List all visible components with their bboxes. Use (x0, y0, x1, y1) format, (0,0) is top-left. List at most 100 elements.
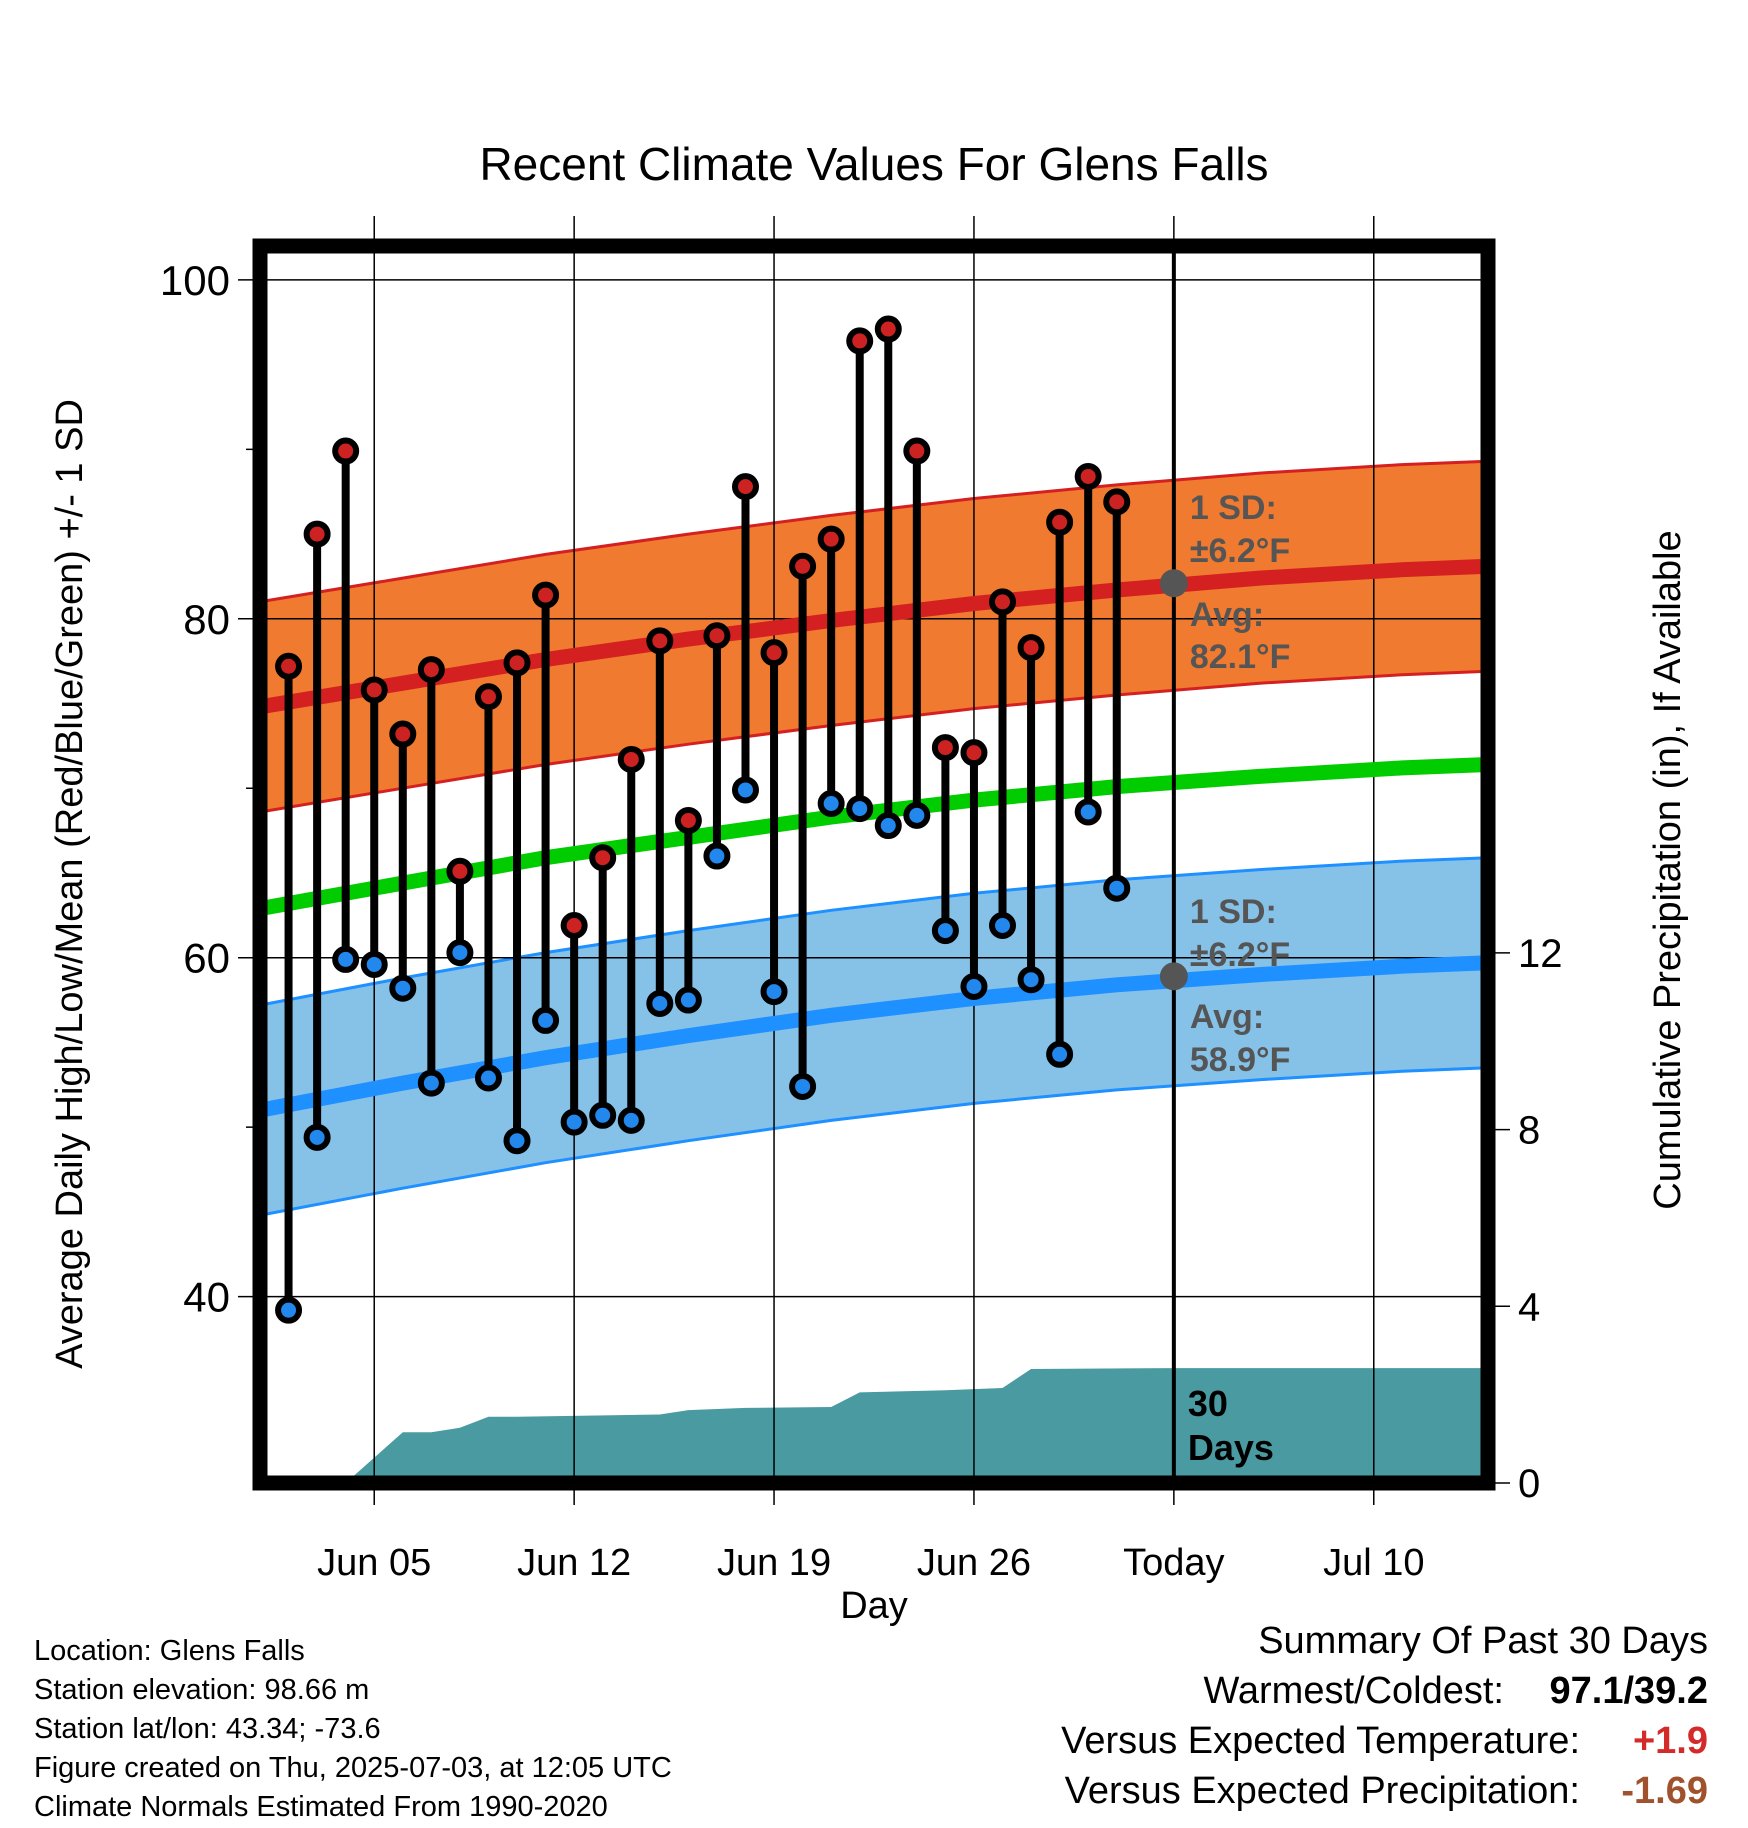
high-point (360, 676, 388, 704)
temp-label: Versus Expected Temperature: (1061, 1720, 1580, 1762)
days-word-label: Days (1188, 1427, 1274, 1468)
low-point (1046, 1040, 1074, 1068)
high-point (275, 652, 303, 680)
y2-tick-label: 4 (1518, 1285, 1540, 1329)
high-point (789, 552, 817, 580)
low-point (303, 1123, 331, 1151)
high-point (532, 581, 560, 609)
x-tick-label: Jul 10 (1323, 1542, 1424, 1584)
x-tick-label: Today (1123, 1542, 1224, 1584)
chart-title: Recent Climate Values For Glens Falls (479, 138, 1268, 190)
low-point (731, 776, 759, 804)
low-point (446, 939, 474, 967)
high-point (389, 720, 417, 748)
high-band-lower-edge (260, 669, 1488, 814)
created-text: Figure created on Thu, 2025-07-03, at 12… (34, 1752, 672, 1784)
low-point (760, 978, 788, 1006)
low-point (1074, 798, 1102, 826)
low-point (989, 912, 1017, 940)
low-point (503, 1127, 531, 1155)
low-avg-label: Avg: (1190, 998, 1264, 1036)
high-sd-label: 1 SD: (1190, 489, 1277, 527)
summary-title: Summary Of Past 30 Days (1258, 1620, 1708, 1662)
low-point (1017, 966, 1045, 994)
high-point (1074, 462, 1102, 490)
high-point (731, 473, 759, 501)
temp-value: +1.9 (1632, 1720, 1708, 1762)
high-point (446, 857, 474, 885)
low-point (674, 986, 702, 1014)
mean-normal-line (260, 757, 1488, 916)
x-tick-label: Jun 12 (517, 1542, 631, 1584)
low-point (617, 1106, 645, 1134)
low-sd-value: ±6.2°F (1190, 936, 1290, 974)
high-point (560, 912, 588, 940)
low-point (817, 789, 845, 817)
low-point (532, 1006, 560, 1034)
y-tick-label: 60 (183, 935, 230, 982)
low-point (903, 801, 931, 829)
high-point (989, 588, 1017, 616)
high-sd-value: ±6.2°F (1190, 532, 1290, 570)
high-band-upper-edge (260, 459, 1488, 604)
x-tick-label: Jun 05 (317, 1542, 431, 1584)
high-point (503, 649, 531, 677)
summary-warmest-row: Warmest/Coldest: 97.1/39.2 (1061, 1666, 1708, 1716)
low-point (789, 1072, 817, 1100)
high-point (417, 656, 445, 684)
high-point (817, 525, 845, 553)
warmest-label: Warmest/Coldest: (1203, 1670, 1504, 1712)
y-axis-label: Average Daily High/Low/Mean (Red/Blue/Gr… (49, 399, 91, 1369)
y2-tick-label: 0 (1518, 1462, 1540, 1506)
x-tick-label: Jun 26 (917, 1542, 1031, 1584)
low-point (874, 812, 902, 840)
low-sd-label: 1 SD: (1190, 893, 1277, 931)
low-avg-value: 58.9°F (1190, 1041, 1291, 1079)
low-sd-band (260, 857, 1488, 1216)
low-band-lower-edge (260, 1066, 1488, 1217)
x-axis-label: Day (840, 1585, 908, 1627)
days-count-label: 30 (1188, 1383, 1228, 1424)
low-point (1103, 874, 1131, 902)
high-point (960, 739, 988, 767)
low-point (417, 1069, 445, 1097)
location-text: Location: Glens Falls (34, 1635, 305, 1667)
high-point (474, 683, 502, 711)
high-normal-line (260, 558, 1488, 715)
x-tick-label: Jun 19 (717, 1542, 831, 1584)
low-avg-marker (1159, 962, 1188, 991)
low-normal-line (260, 955, 1488, 1118)
low-point (560, 1108, 588, 1136)
summary-panel: Summary Of Past 30 Days Warmest/Coldest:… (1061, 1616, 1708, 1816)
high-point (332, 437, 360, 465)
high-point (1046, 508, 1074, 536)
climate-chart: Recent Climate Values For Glens Falls 1 … (49, 138, 1689, 1627)
high-sd-band (260, 461, 1488, 812)
plot-frame (252, 238, 1496, 1491)
precip-label: Versus Expected Precipitation: (1064, 1770, 1580, 1812)
elevation-text: Station elevation: 98.66 m (34, 1674, 370, 1706)
normals-text: Climate Normals Estimated From 1990-2020 (34, 1791, 608, 1823)
low-point (846, 795, 874, 823)
y-tick-label: 40 (183, 1274, 230, 1321)
low-point (960, 973, 988, 1001)
low-point (389, 974, 417, 1002)
high-point (760, 639, 788, 667)
high-point (1103, 488, 1131, 516)
high-point (846, 327, 874, 355)
low-point (646, 989, 674, 1017)
summary-precip-row: Versus Expected Precipitation: -1.69 (1061, 1766, 1708, 1816)
warmest-value: 97.1/39.2 (1549, 1670, 1708, 1712)
high-point (646, 627, 674, 655)
latlon-text: Station lat/lon: 43.34; -73.6 (34, 1713, 381, 1745)
y2-tick-label: 8 (1518, 1109, 1540, 1153)
low-point (703, 842, 731, 870)
precip-value: -1.69 (1621, 1770, 1708, 1812)
high-point (1017, 634, 1045, 662)
high-point (703, 622, 731, 650)
low-point (360, 950, 388, 978)
station-info: Location: Glens Falls Station elevation:… (34, 1632, 672, 1827)
summary-temp-row: Versus Expected Temperature: +1.9 (1061, 1716, 1708, 1766)
y-tick-label: 100 (160, 257, 230, 304)
high-point (903, 437, 931, 465)
